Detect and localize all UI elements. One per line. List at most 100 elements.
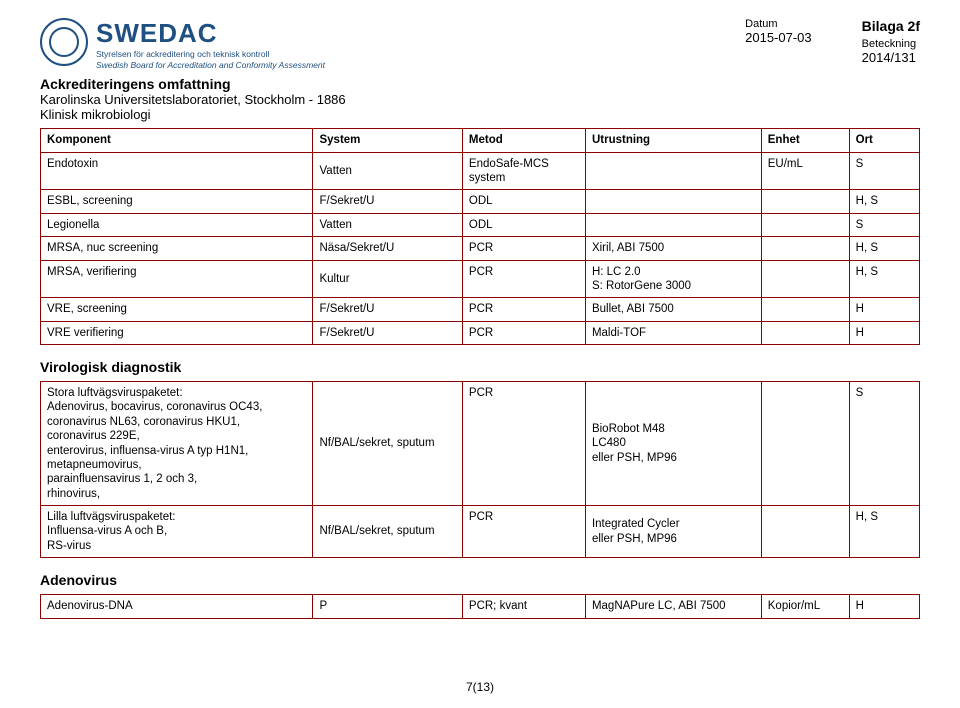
table-cell: H, S [849, 190, 919, 213]
th-system: System [313, 129, 462, 152]
table-cell [585, 152, 761, 190]
table-cell: ODL [462, 190, 585, 213]
meta-beteckning-label: Beteckning [862, 38, 920, 50]
table-cell: PCR [462, 382, 585, 506]
table-cell [761, 506, 849, 558]
table-head: Komponent System Metod Utrustning Enhet … [41, 129, 920, 152]
meta-beteckning-value: 2014/131 [862, 50, 920, 65]
table-row: EndotoxinVattenEndoSafe-MCS systemEU/mLS [41, 152, 920, 190]
header-meta: Datum 2015-07-03 Bilaga 2f Beteckning 20… [745, 18, 920, 65]
table-cell: Vatten [313, 152, 462, 190]
logo-subtitle-1: Styrelsen för ackreditering och teknisk … [96, 49, 325, 60]
table-cell: Stora luftvägsviruspaketet: Adenovirus, … [41, 382, 313, 506]
table-row: VRE, screeningF/Sekret/UPCRBullet, ABI 7… [41, 298, 920, 321]
table-cell [761, 213, 849, 236]
table-row: MRSA, nuc screeningNäsa/Sekret/UPCRXiril… [41, 237, 920, 260]
table-row: ESBL, screeningF/Sekret/UODLH, S [41, 190, 920, 213]
table-cell [761, 190, 849, 213]
logo-block: SWEDAC Styrelsen för ackreditering och t… [40, 18, 325, 70]
table-cell [761, 260, 849, 298]
table-cell: Nf/BAL/sekret, sputum [313, 506, 462, 558]
table-cell [585, 190, 761, 213]
table-cell: PCR; kvant [462, 595, 585, 618]
table-cell: Xiril, ABI 7500 [585, 237, 761, 260]
page-footer: 7(13) [0, 680, 960, 694]
table-row: Stora luftvägsviruspaketet: Adenovirus, … [41, 382, 920, 506]
table-row: Lilla luftvägsviruspaketet: Influensa-vi… [41, 506, 920, 558]
th-komponent: Komponent [41, 129, 313, 152]
table-cell: Kopior/mL [761, 595, 849, 618]
logo-subtitle-2: Swedish Board for Accreditation and Conf… [96, 60, 325, 71]
table-cell: H: LC 2.0 S: RotorGene 3000 [585, 260, 761, 298]
table-cell: S [849, 213, 919, 236]
table-cell: P [313, 595, 462, 618]
th-metod: Metod [462, 129, 585, 152]
section-adenovirus-title: Adenovirus [40, 558, 920, 594]
table-virologisk: Stora luftvägsviruspaketet: Adenovirus, … [40, 381, 920, 558]
table-cell [761, 382, 849, 506]
th-utrustning: Utrustning [585, 129, 761, 152]
table-cell: Vatten [313, 213, 462, 236]
logo-emblem-icon [40, 18, 88, 66]
table-cell: MRSA, verifiering [41, 260, 313, 298]
section-virologisk-title: Virologisk diagnostik [40, 345, 920, 381]
table-virologisk-body: Stora luftvägsviruspaketet: Adenovirus, … [41, 382, 920, 558]
table-cell [761, 237, 849, 260]
table-cell: H [849, 595, 919, 618]
table-cell: Nf/BAL/sekret, sputum [313, 382, 462, 506]
table-cell: Bullet, ABI 7500 [585, 298, 761, 321]
table-cell: ODL [462, 213, 585, 236]
table-cell: H, S [849, 237, 919, 260]
meta-datum-label: Datum [745, 18, 812, 30]
doc-subline-2: Klinisk mikrobiologi [40, 107, 920, 122]
table-row: VRE verifieringF/Sekret/UPCRMaldi-TOF H [41, 321, 920, 344]
doc-title: Ackrediteringens omfattning [40, 76, 920, 92]
table-cell: PCR [462, 298, 585, 321]
table-cell: PCR [462, 506, 585, 558]
page: SWEDAC Styrelsen för ackreditering och t… [0, 0, 960, 708]
th-enhet: Enhet [761, 129, 849, 152]
table-cell: Maldi-TOF [585, 321, 761, 344]
table-cell: Kultur [313, 260, 462, 298]
table-cell: S [849, 382, 919, 506]
table-cell: H [849, 298, 919, 321]
table-cell: EndoSafe-MCS system [462, 152, 585, 190]
table-adenovirus-body: Adenovirus-DNAPPCR; kvantMagNAPure LC, A… [41, 595, 920, 618]
table-cell: BioRobot M48 LC480 eller PSH, MP96 [585, 382, 761, 506]
table-adenovirus: Adenovirus-DNAPPCR; kvantMagNAPure LC, A… [40, 594, 920, 618]
meta-beteckning: Bilaga 2f Beteckning 2014/131 [862, 18, 920, 65]
table-cell: PCR [462, 321, 585, 344]
table-cell: ESBL, screening [41, 190, 313, 213]
table-cell [761, 321, 849, 344]
meta-bilaga: Bilaga 2f [862, 18, 920, 34]
table-cell: H, S [849, 260, 919, 298]
table-cell: MagNAPure LC, ABI 7500 [585, 595, 761, 618]
table-row: Adenovirus-DNAPPCR; kvantMagNAPure LC, A… [41, 595, 920, 618]
table-row: LegionellaVattenODL S [41, 213, 920, 236]
table-cell: PCR [462, 237, 585, 260]
table-cell: Legionella [41, 213, 313, 236]
table-cell: Näsa/Sekret/U [313, 237, 462, 260]
header: SWEDAC Styrelsen för ackreditering och t… [40, 18, 920, 70]
logo-emblem-inner-icon [49, 27, 79, 57]
table-cell: Lilla luftvägsviruspaketet: Influensa-vi… [41, 506, 313, 558]
th-ort: Ort [849, 129, 919, 152]
table-cell: MRSA, nuc screening [41, 237, 313, 260]
table-cell: H, S [849, 506, 919, 558]
table-cell: F/Sekret/U [313, 321, 462, 344]
table-cell: Integrated Cycler eller PSH, MP96 [585, 506, 761, 558]
logo-title: SWEDAC [96, 18, 325, 49]
main-table: Komponent System Metod Utrustning Enhet … [40, 128, 920, 345]
table-body: EndotoxinVattenEndoSafe-MCS systemEU/mLS… [41, 152, 920, 344]
table-cell: VRE verifiering [41, 321, 313, 344]
doc-subline-1: Karolinska Universitetslaboratoriet, Sto… [40, 92, 920, 107]
table-cell: S [849, 152, 919, 190]
table-cell [761, 298, 849, 321]
table-cell: H [849, 321, 919, 344]
table-cell: Endotoxin [41, 152, 313, 190]
table-cell: PCR [462, 260, 585, 298]
table-cell [585, 213, 761, 236]
logo-text: SWEDAC Styrelsen för ackreditering och t… [96, 18, 325, 70]
meta-datum-value: 2015-07-03 [745, 30, 812, 45]
table-header-row: Komponent System Metod Utrustning Enhet … [41, 129, 920, 152]
